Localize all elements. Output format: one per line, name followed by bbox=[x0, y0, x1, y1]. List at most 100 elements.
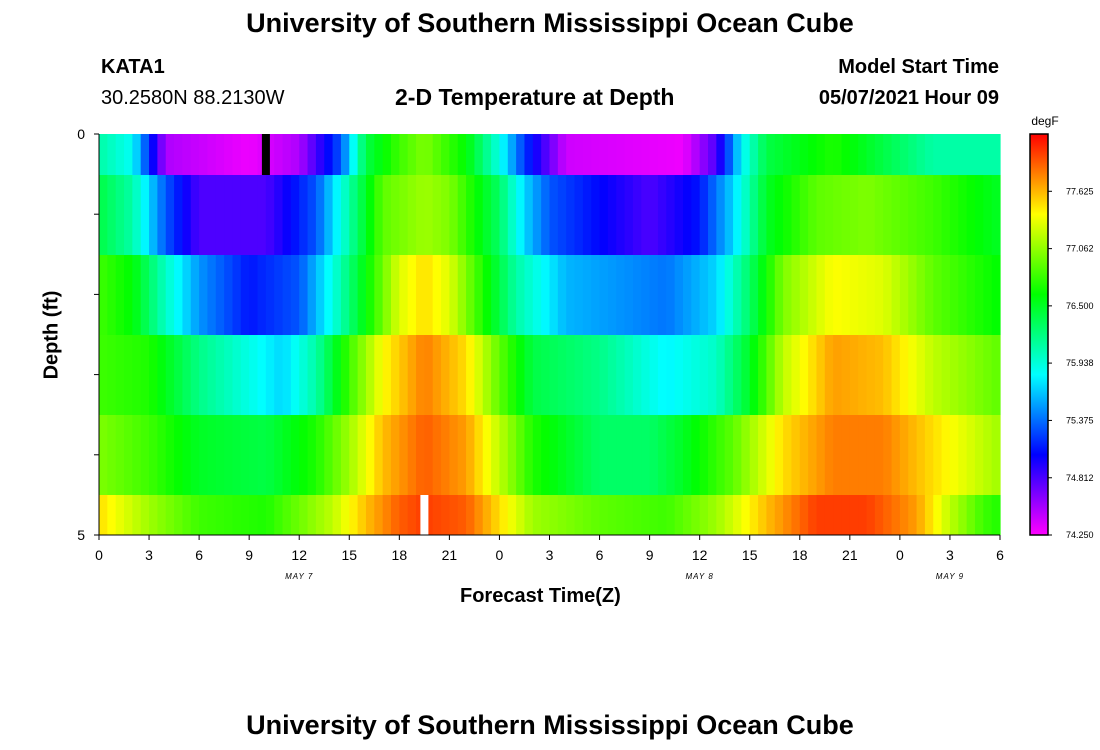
heatmap-cell bbox=[140, 495, 150, 535]
heatmap-cell bbox=[566, 495, 576, 535]
heatmap-cell bbox=[466, 255, 476, 335]
heatmap-cell bbox=[908, 335, 918, 415]
heatmap-cell bbox=[441, 134, 450, 175]
heatmap-cell bbox=[382, 175, 392, 255]
heatmap-cell bbox=[315, 175, 325, 255]
heatmap-cell bbox=[140, 335, 150, 415]
heatmap-cell bbox=[682, 255, 692, 335]
heatmap-cell bbox=[607, 134, 617, 175]
heatmap-cell bbox=[149, 134, 158, 175]
heatmap-cell bbox=[449, 255, 459, 335]
heatmap-cell bbox=[599, 495, 609, 535]
heatmap-cell bbox=[532, 415, 542, 495]
heatmap-cell bbox=[791, 495, 801, 535]
heatmap-cell bbox=[858, 134, 868, 175]
x-tick-label: 12 bbox=[291, 547, 307, 563]
heatmap-cell bbox=[157, 415, 167, 495]
heatmap-cell bbox=[432, 415, 442, 495]
heatmap-cell bbox=[591, 175, 601, 255]
heatmap-cell bbox=[616, 415, 626, 495]
heatmap-cell bbox=[582, 415, 592, 495]
heatmap-cell bbox=[691, 175, 701, 255]
heatmap-cell bbox=[107, 335, 117, 415]
heatmap-cell bbox=[708, 255, 717, 335]
heatmap-cell bbox=[908, 134, 918, 175]
heatmap-cell bbox=[507, 134, 517, 175]
heatmap-cell bbox=[632, 335, 642, 415]
heatmap-cell bbox=[357, 495, 367, 535]
heatmap-cell bbox=[624, 415, 634, 495]
heatmap-cell bbox=[808, 175, 818, 255]
heatmap-cell bbox=[340, 134, 350, 175]
heatmap-cell bbox=[349, 335, 359, 415]
heatmap-cell bbox=[924, 415, 934, 495]
heatmap-cell bbox=[908, 255, 918, 335]
heatmap-cell bbox=[215, 335, 225, 415]
heatmap-cell bbox=[649, 175, 659, 255]
heatmap-cell bbox=[232, 495, 242, 535]
x-tick-label: 3 bbox=[946, 547, 954, 563]
heatmap-cell bbox=[599, 335, 609, 415]
heatmap-cell bbox=[666, 415, 676, 495]
heatmap-cell bbox=[482, 495, 492, 535]
heatmap-cell bbox=[983, 175, 993, 255]
heatmap-cell bbox=[833, 255, 843, 335]
heatmap-cell bbox=[641, 175, 651, 255]
heatmap-cell bbox=[240, 175, 250, 255]
heatmap-cell bbox=[949, 415, 959, 495]
heatmap-cell bbox=[357, 255, 367, 335]
heatmap-cell bbox=[574, 415, 584, 495]
heatmap-cell bbox=[641, 495, 651, 535]
heatmap-cell bbox=[933, 495, 943, 535]
heatmap-cell bbox=[958, 495, 968, 535]
heatmap-cell bbox=[249, 335, 259, 415]
heatmap-cell bbox=[424, 335, 434, 415]
heatmap-cell bbox=[791, 175, 801, 255]
heatmap-cell bbox=[215, 175, 225, 255]
heatmap-cell bbox=[699, 335, 709, 415]
heatmap-cell bbox=[682, 415, 692, 495]
heatmap-cell bbox=[849, 415, 859, 495]
heatmap-cell bbox=[666, 175, 676, 255]
heatmap-cell bbox=[632, 255, 642, 335]
heatmap-cell bbox=[357, 175, 367, 255]
heatmap-cell bbox=[616, 255, 626, 335]
heatmap-cell bbox=[307, 255, 317, 335]
heatmap-cell bbox=[107, 175, 117, 255]
heatmap-cell bbox=[724, 255, 734, 335]
heatmap-cell bbox=[791, 255, 801, 335]
heatmap-cell bbox=[641, 255, 651, 335]
heatmap-cell bbox=[674, 495, 684, 535]
heatmap-cell bbox=[140, 134, 150, 175]
heatmap-cell bbox=[416, 134, 425, 175]
heatmap-cell bbox=[741, 134, 751, 175]
heatmap-cell bbox=[674, 335, 684, 415]
heatmap-cell bbox=[874, 134, 884, 175]
heatmap-cell bbox=[482, 415, 492, 495]
heatmap-cell bbox=[941, 255, 951, 335]
heatmap-cell bbox=[416, 255, 425, 335]
heatmap-cell bbox=[849, 335, 859, 415]
heatmap-cell bbox=[299, 134, 309, 175]
heatmap-cell bbox=[532, 134, 542, 175]
heatmap-cell bbox=[132, 175, 142, 255]
heatmap-cell bbox=[132, 134, 142, 175]
heatmap-cell bbox=[624, 335, 634, 415]
heatmap-cell bbox=[165, 255, 175, 335]
heatmap-cell bbox=[724, 495, 734, 535]
heatmap-cell bbox=[174, 175, 184, 255]
heatmap-cell bbox=[390, 415, 400, 495]
heatmap-cell bbox=[432, 255, 442, 335]
x-tick-label: 0 bbox=[496, 547, 504, 563]
x-tick-label: 9 bbox=[646, 547, 654, 563]
heatmap-cell bbox=[582, 335, 592, 415]
heatmap-cell bbox=[716, 175, 726, 255]
heatmap-cell bbox=[257, 495, 267, 535]
heatmap-cell bbox=[499, 134, 509, 175]
heatmap-cell bbox=[265, 255, 275, 335]
heatmap-cell bbox=[182, 134, 192, 175]
heatmap-cell bbox=[607, 335, 617, 415]
heatmap-cell bbox=[507, 255, 517, 335]
heatmap-cell bbox=[716, 134, 726, 175]
heatmap-cell bbox=[507, 495, 517, 535]
